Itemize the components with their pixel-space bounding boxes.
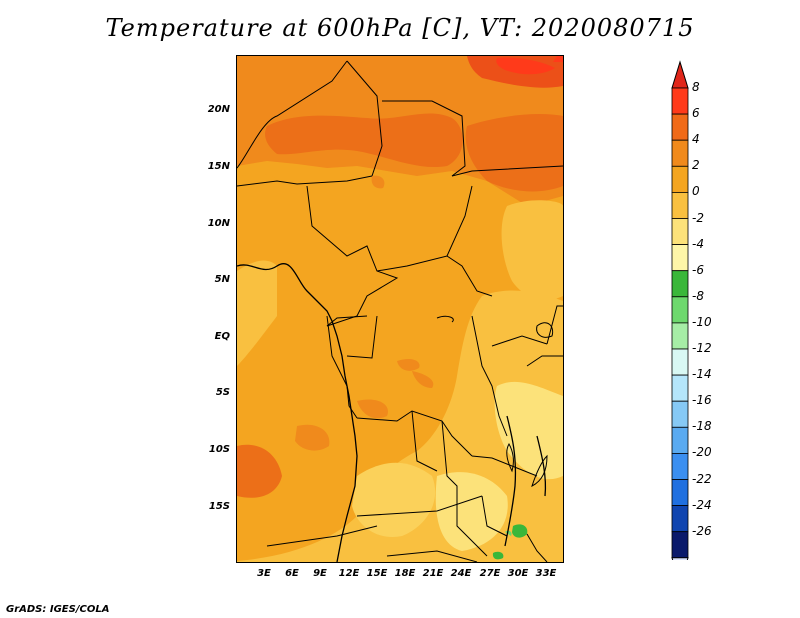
colorbar-label: -22 (692, 471, 712, 486)
colorbar (671, 60, 689, 560)
x-tick-label: 6E (285, 568, 299, 579)
colorbar-segment (671, 348, 689, 376)
colorbar-label: -20 (692, 445, 712, 460)
x-tick-label: 30E (507, 568, 529, 579)
y-tick-label: 10S (208, 444, 230, 455)
x-tick-label: 33E (535, 568, 557, 579)
x-tick-label: 24E (450, 568, 472, 579)
colorbar-label: -16 (692, 393, 712, 408)
colorbar-segment (671, 87, 689, 115)
colorbar-label: -4 (692, 236, 704, 251)
map-title: Temperature at 600hPa [C], VT: 202008071… (105, 14, 695, 42)
colorbar-segment (671, 139, 689, 167)
x-tick-label: 21E (422, 568, 444, 579)
colorbar-segment (671, 505, 689, 533)
colorbar-label: -12 (692, 341, 712, 355)
x-tick-label: 27E (479, 568, 501, 579)
colorbar-segment (671, 479, 689, 507)
colorbar-segment (671, 165, 689, 193)
credit-text: GrADS: IGES/COLA (6, 604, 110, 615)
colorbar-segment (671, 113, 689, 141)
colorbar-segment (671, 270, 689, 298)
colorbar-label: -6 (692, 262, 704, 277)
colorbar-bottom-arrow (671, 557, 689, 560)
colorbar-label: 4 (692, 132, 700, 147)
x-tick-label: 3E (257, 568, 271, 579)
x-tick-label: 18E (394, 568, 416, 579)
map-panel (236, 55, 564, 563)
colorbar-label: 8 (692, 80, 700, 94)
colorbar-label: 6 (692, 106, 700, 121)
colorbar-label: -10 (692, 314, 712, 329)
temperature-map (236, 56, 564, 563)
colorbar-segment (671, 244, 689, 272)
x-tick-label: 12E (338, 568, 360, 579)
colorbar-label: 0 (692, 184, 700, 199)
colorbar-segment (671, 218, 689, 246)
colorbar-segment (671, 452, 689, 480)
colorbar-segment (671, 531, 689, 559)
colorbar-label: -24 (692, 497, 712, 512)
colorbar-label: -14 (692, 367, 712, 382)
colorbar-label: -8 (692, 288, 704, 303)
colorbar-label: -18 (692, 419, 712, 434)
x-tick-label: 9E (313, 568, 327, 579)
y-tick-label: 15N (207, 161, 230, 172)
colorbar-label: -2 (692, 210, 704, 225)
y-tick-label: EQ (214, 331, 230, 342)
colorbar-top-arrow (671, 60, 689, 89)
colorbar-segment (671, 374, 689, 402)
colorbar-label: -26 (692, 523, 712, 538)
colorbar-segment (671, 296, 689, 324)
colorbar-segment (671, 322, 689, 350)
colorbar-segment (671, 191, 689, 219)
y-tick-label: 20N (207, 104, 230, 115)
y-tick-label: 10N (207, 218, 230, 229)
colorbar-segment (671, 400, 689, 428)
colorbar-segment (671, 426, 689, 454)
x-tick-label: 15E (366, 568, 388, 579)
y-tick-label: 5N (214, 274, 230, 285)
y-tick-label: 5S (215, 387, 230, 398)
colorbar-label: 2 (692, 158, 700, 173)
y-tick-label: 15S (208, 501, 230, 512)
